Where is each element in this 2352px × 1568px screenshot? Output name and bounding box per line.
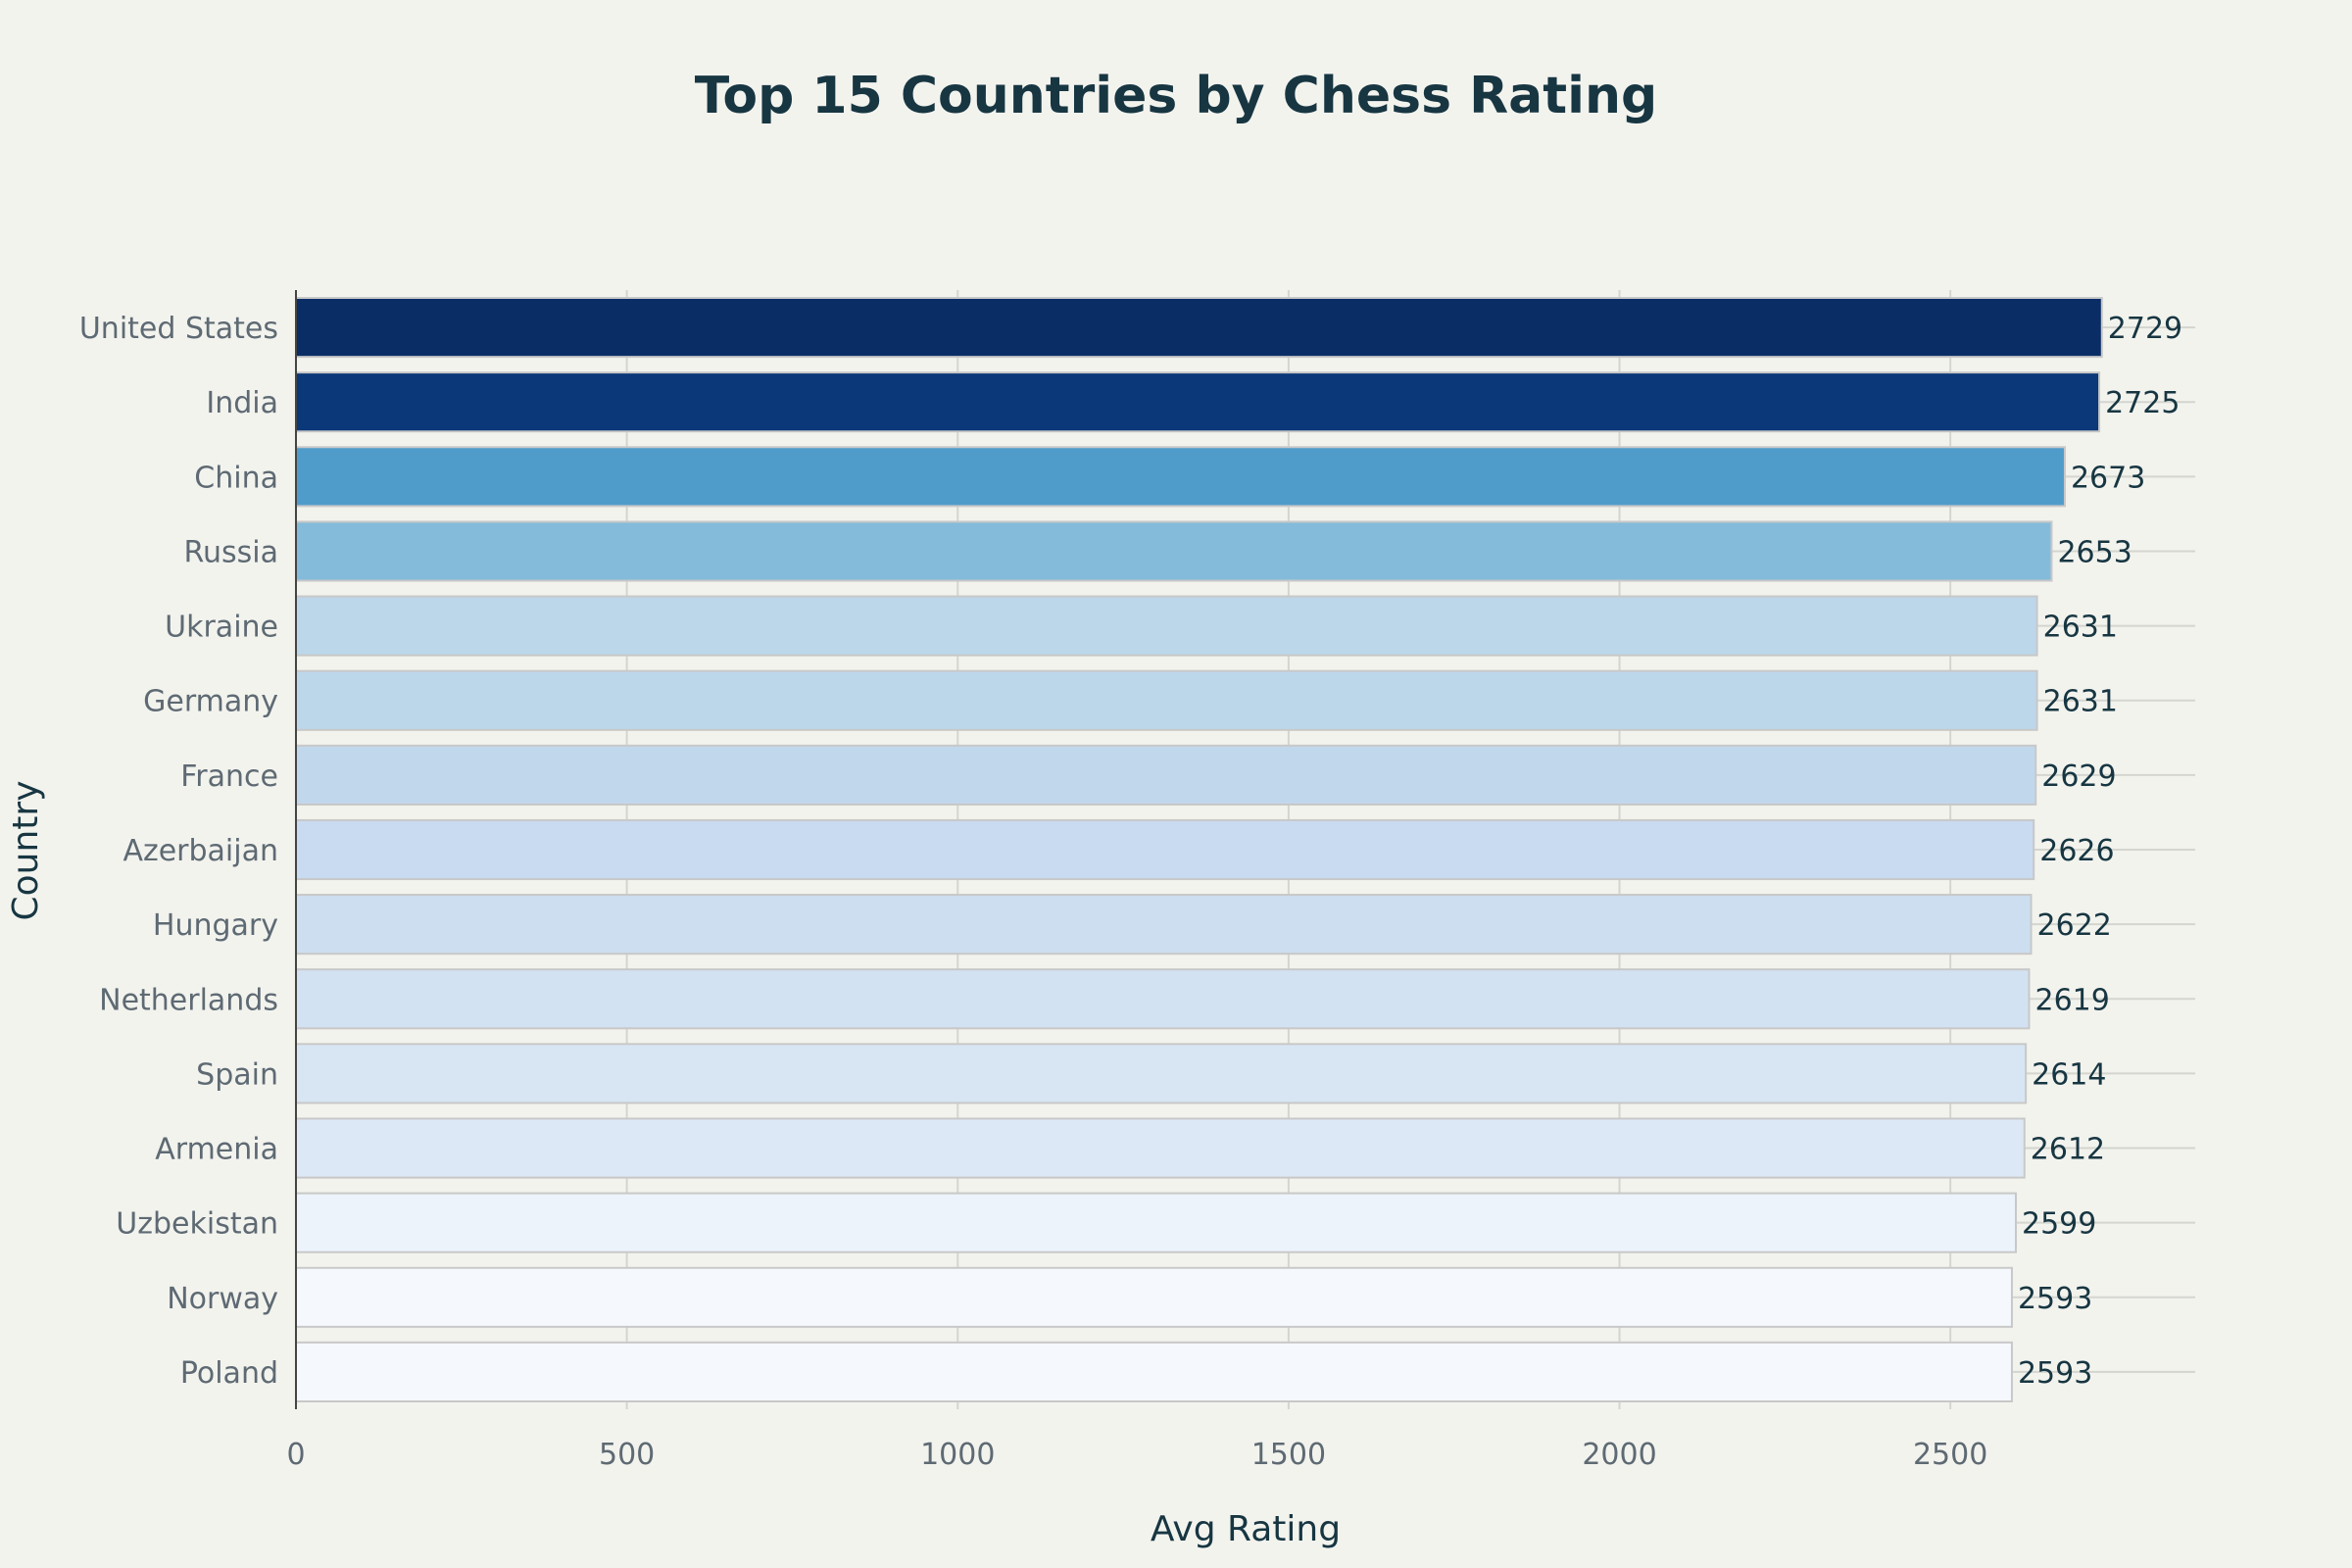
- data-label: 2729: [2108, 312, 2182, 346]
- bar: [295, 744, 2037, 806]
- bar: [295, 371, 2101, 433]
- data-label: 2626: [2039, 834, 2114, 868]
- bar: [295, 818, 2035, 881]
- data-label: 2622: [2037, 908, 2112, 943]
- x-tick-label: 0: [286, 1438, 305, 1472]
- data-label: 2673: [2071, 461, 2145, 495]
- bar: [295, 894, 2033, 956]
- y-axis-title: Country: [6, 780, 46, 920]
- data-label: 2629: [2041, 760, 2116, 794]
- y-tick-label: Russia: [184, 535, 279, 569]
- bar: [295, 1192, 2018, 1253]
- y-tick-label: India: [206, 386, 278, 420]
- bar-layer: [295, 296, 2103, 1403]
- data-label: 2614: [2032, 1057, 2106, 1092]
- x-axis-title: Avg Rating: [1151, 1509, 1341, 1549]
- data-label: 2593: [2018, 1356, 2092, 1391]
- x-tick-label: 2500: [1913, 1438, 1987, 1472]
- y-tick-label: Hungary: [153, 908, 278, 943]
- bar: [295, 296, 2103, 359]
- y-tick-label: Ukraine: [165, 611, 278, 645]
- data-label: 2725: [2105, 386, 2180, 420]
- y-tick-label: United States: [79, 312, 278, 346]
- y-tick-label: China: [194, 461, 278, 495]
- y-tick-label: Armenia: [155, 1133, 278, 1167]
- data-label: 2593: [2018, 1282, 2092, 1316]
- y-tick-label: Poland: [180, 1356, 278, 1391]
- bar: [295, 669, 2038, 731]
- data-label: 2599: [2022, 1207, 2096, 1242]
- bar: [295, 968, 2031, 1030]
- data-label: 2631: [2043, 611, 2118, 645]
- bar: [295, 1043, 2028, 1104]
- y-tick-label: Spain: [196, 1057, 278, 1092]
- y-tick-label: Azerbaijan: [122, 834, 278, 868]
- y-tick-label: Norway: [167, 1282, 278, 1316]
- data-label: 2631: [2043, 685, 2118, 719]
- bar: [295, 1117, 2026, 1179]
- bar: [295, 1266, 2013, 1328]
- x-tick-label: 1500: [1251, 1438, 1326, 1472]
- y-tick-label: Germany: [143, 685, 278, 719]
- data-label: 2653: [2057, 535, 2132, 569]
- data-label: 2619: [2035, 983, 2110, 1017]
- bar: [295, 595, 2038, 657]
- y-tick-label: Uzbekistan: [116, 1207, 278, 1242]
- bar: [295, 1341, 2013, 1403]
- y-tick-label: France: [180, 760, 278, 794]
- y-tick-label: Netherlands: [99, 983, 278, 1017]
- data-label: 2612: [2031, 1133, 2105, 1167]
- x-tick-label: 1000: [920, 1438, 995, 1472]
- x-tick-label: 500: [599, 1438, 655, 1472]
- x-tick-label: 2000: [1582, 1438, 1656, 1472]
- label-layer: 0 500 1000 1500 2000 2500 United States 2729 Ind…: [79, 312, 2182, 1472]
- bar: [295, 520, 2053, 582]
- bar: [295, 446, 2066, 508]
- chart-title: Top 15 Countries by Chess Rating: [695, 67, 1657, 125]
